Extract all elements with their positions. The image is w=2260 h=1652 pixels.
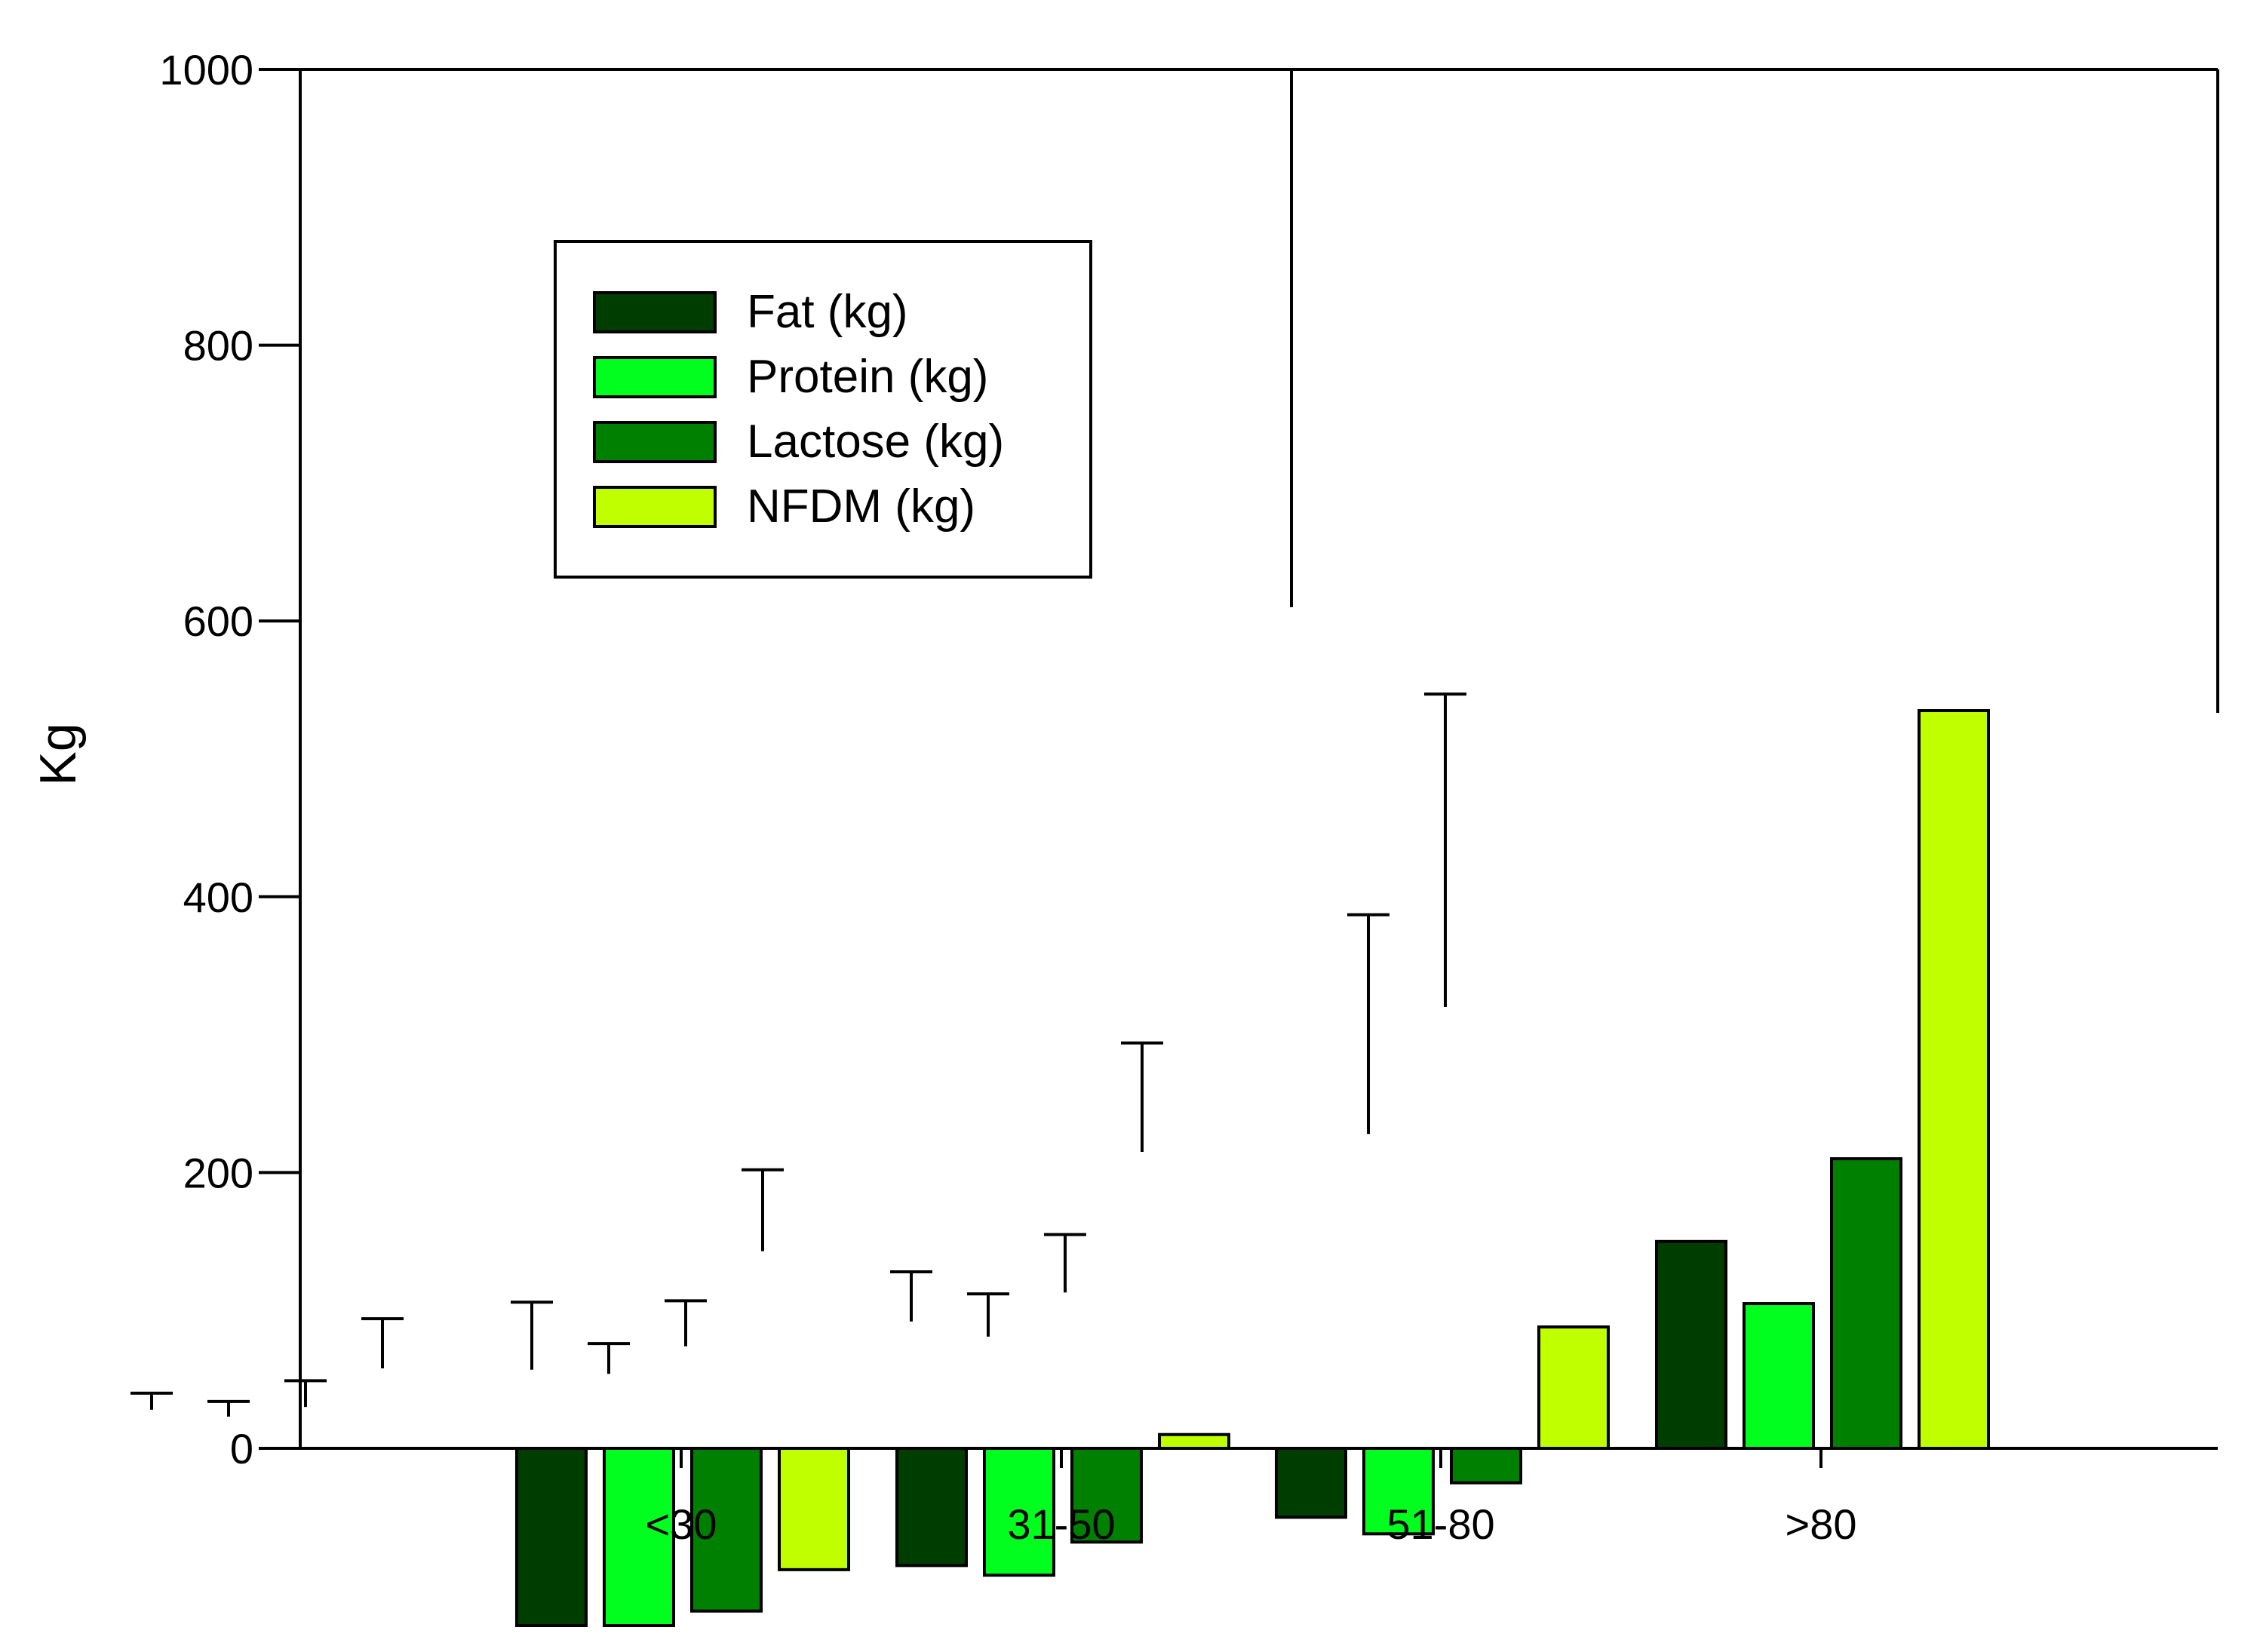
- x-tick-label: <30: [646, 1500, 717, 1548]
- bar: [778, 1447, 850, 1571]
- y-tick-label: 1000: [159, 46, 253, 94]
- legend-label: Fat (kg): [747, 286, 908, 338]
- bar: [1918, 709, 1990, 1450]
- bar: [1743, 1302, 1815, 1451]
- y-tick-label: 200: [183, 1149, 253, 1196]
- bar: [983, 1447, 1055, 1577]
- y-tick-label: 0: [230, 1425, 253, 1472]
- bar: [1537, 1325, 1610, 1450]
- bar: [1158, 1432, 1230, 1450]
- y-tick-label: 400: [183, 874, 253, 921]
- y-tick-label: 600: [183, 597, 253, 645]
- error-bars: [131, 69, 1466, 1417]
- legend-swatch: [593, 486, 717, 528]
- bar: [603, 1447, 675, 1627]
- legend-label: Protein (kg): [747, 351, 988, 403]
- bar: [895, 1447, 968, 1568]
- legend-label: NFDM (kg): [747, 481, 975, 533]
- bar: [1655, 1239, 1727, 1451]
- y-tick-label: 800: [183, 322, 253, 370]
- y-axis-title: Kg: [29, 723, 87, 785]
- bars: [515, 709, 1990, 1627]
- bar: [515, 1447, 588, 1627]
- legend-swatch: [593, 356, 717, 398]
- bar: [690, 1447, 763, 1613]
- bar: [1362, 1447, 1435, 1536]
- x-tick-label: >80: [1786, 1500, 1857, 1548]
- legend: Fat (kg) Protein (kg) Lactose (kg) NFDM (kg…: [554, 240, 1092, 579]
- bar: [1070, 1447, 1143, 1544]
- tick-labels: 0 200 400 600 800 1000 <30 31-50 51-80 >80: [159, 46, 1856, 1548]
- bar: [1450, 1447, 1522, 1485]
- bar: [1275, 1447, 1347, 1519]
- legend-swatch: [593, 291, 717, 333]
- bar: [1830, 1157, 1902, 1450]
- legend-swatch: [593, 421, 717, 463]
- x-tick-label: 51-80: [1386, 1500, 1494, 1548]
- legend-label: Lactose (kg): [747, 416, 1004, 468]
- x-tick-label: 31-50: [1007, 1500, 1115, 1548]
